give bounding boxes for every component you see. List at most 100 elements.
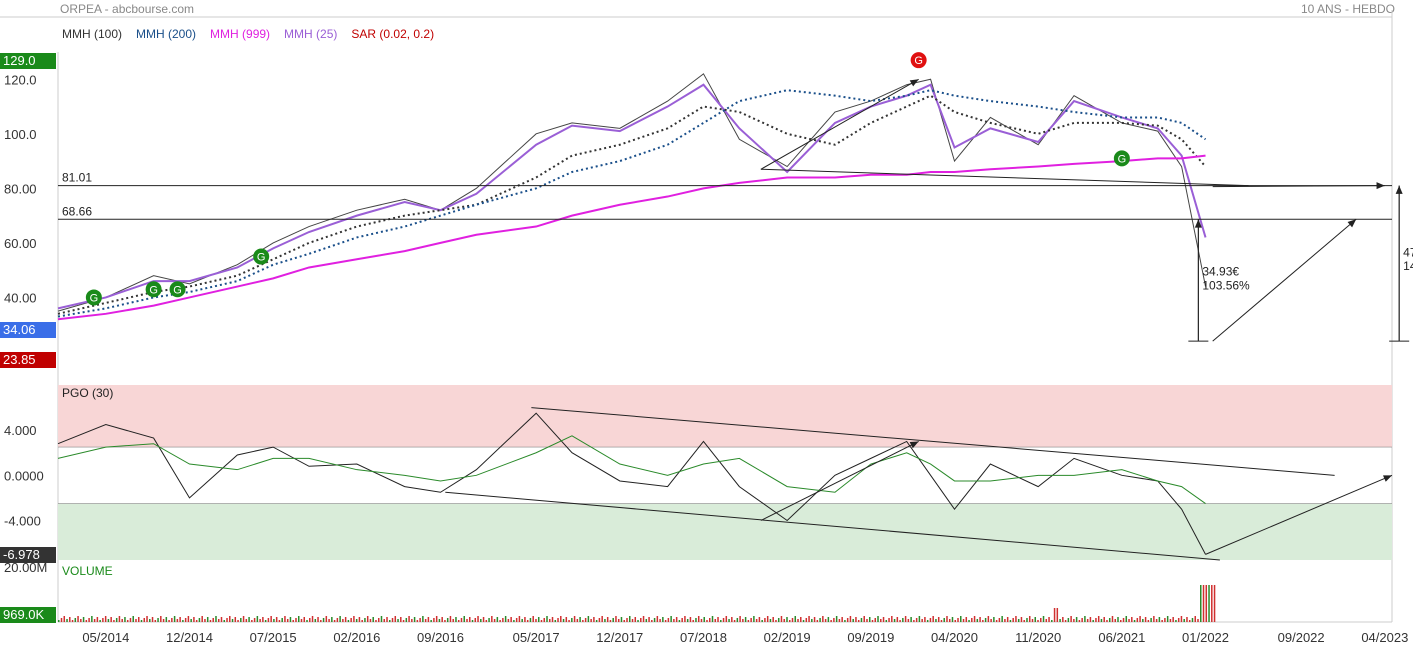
- volume-bar: [788, 620, 791, 622]
- measure-value: 47.64€: [1403, 246, 1413, 260]
- volume-bar: [471, 620, 474, 622]
- volume-bar: [800, 617, 802, 622]
- volume-bar: [201, 616, 203, 622]
- volume-bar: [1183, 619, 1185, 622]
- volume-bar: [549, 619, 551, 622]
- volume-bar: [664, 620, 667, 622]
- volume-bar: [162, 619, 165, 622]
- volume-bar: [990, 619, 992, 622]
- volume-bar: [907, 619, 910, 622]
- pgo-projection-arrow-head: [1383, 475, 1392, 482]
- volume-bar: [573, 616, 576, 622]
- volume-bar: [576, 619, 579, 622]
- volume-bar: [1211, 585, 1213, 622]
- volume-bar: [535, 619, 537, 622]
- volume-bar: [140, 620, 143, 622]
- volume-bar: [521, 619, 523, 622]
- overbought-zone: [58, 385, 1392, 448]
- volume-bar: [314, 619, 317, 622]
- volume-bar: [63, 616, 66, 622]
- volume-bar: [846, 618, 849, 622]
- volume-bar: [1111, 616, 1114, 622]
- legend-item-2[interactable]: MMH (999): [210, 27, 271, 41]
- period-label[interactable]: 10 ANS - HEBDO: [1300, 2, 1395, 16]
- volume-bar: [1078, 620, 1081, 622]
- volume-bar: [463, 616, 465, 622]
- volume-bar: [457, 620, 460, 622]
- volume-bar: [645, 619, 648, 622]
- volume-bar: [1144, 617, 1147, 622]
- measure-arrow-head: [1194, 219, 1202, 228]
- volume-bar: [424, 619, 427, 622]
- volume-bar: [929, 618, 932, 622]
- volume-bar: [537, 617, 540, 622]
- volume-bar: [220, 617, 223, 622]
- volume-bar: [962, 619, 965, 622]
- volume-bar: [413, 617, 416, 622]
- volume-bar: [482, 617, 485, 622]
- volume-bar: [1202, 585, 1205, 622]
- volume-bar: [369, 619, 372, 622]
- volume-bar: [1177, 618, 1180, 622]
- legend-item-1[interactable]: MMH (200): [136, 27, 197, 41]
- volume-bar: [96, 617, 99, 622]
- volume-bar: [1128, 619, 1130, 622]
- volume-bar: [1045, 619, 1048, 622]
- volume-bar: [526, 620, 529, 622]
- volume-bar: [118, 616, 121, 622]
- volume-bar: [1147, 620, 1150, 622]
- volume-bar: [146, 616, 148, 622]
- volume-bar: [937, 617, 940, 622]
- volume-bar: [662, 617, 664, 622]
- signal-label: G: [90, 292, 99, 304]
- volume-bar: [571, 618, 573, 622]
- chart-title: ORPEA - abcbourse.com: [60, 2, 195, 16]
- signal-label: G: [257, 252, 266, 264]
- volume-bar: [449, 616, 452, 622]
- volume-bar: [85, 620, 88, 622]
- volume-bar: [620, 617, 623, 622]
- volume-bar: [433, 618, 435, 622]
- volume-bar: [474, 618, 477, 622]
- volume-bar: [303, 617, 306, 622]
- x-tick-label: 07/2015: [250, 630, 297, 645]
- legend-item-3[interactable]: MMH (25): [284, 27, 338, 41]
- volume-bar: [364, 618, 366, 622]
- volume-bar: [358, 617, 361, 622]
- volume-bar: [675, 617, 678, 622]
- volume-bar: [286, 619, 289, 622]
- volume-bar: [408, 616, 410, 622]
- volume-bar: [295, 618, 297, 622]
- volume-bar: [902, 618, 904, 622]
- legend-item-0[interactable]: MMH (100): [62, 27, 123, 41]
- volume-bar: [753, 616, 755, 622]
- volume-bar: [717, 617, 719, 622]
- volume-bar: [1084, 616, 1086, 622]
- volume-bar: [1169, 619, 1172, 622]
- projection-arrow: [1212, 218, 1357, 342]
- volume-max-label: 20.00M: [4, 560, 47, 575]
- volume-bar: [397, 619, 399, 622]
- volume-bar: [882, 617, 885, 622]
- volume-bar: [1001, 616, 1003, 622]
- x-tick-label: 11/2020: [1015, 630, 1061, 645]
- volume-bar: [932, 616, 934, 622]
- volume-bar: [866, 619, 868, 622]
- volume-bar: [653, 618, 656, 622]
- volume-bar: [99, 620, 101, 622]
- legend-item-4[interactable]: SAR (0.02, 0.2): [351, 27, 435, 41]
- pgo-channel-bottom: [445, 491, 1220, 561]
- volume-bar: [731, 617, 733, 622]
- volume-bar: [496, 617, 499, 622]
- x-tick-label: 12/2017: [596, 630, 643, 645]
- x-tick-label: 04/2023: [1361, 630, 1408, 645]
- volume-bar: [264, 620, 267, 622]
- volume-bar: [841, 617, 843, 622]
- series-close: [57, 73, 1207, 312]
- y-tick-label: 60.00: [4, 236, 37, 251]
- projection-arrow-head: [1376, 182, 1385, 190]
- volume-bar: [74, 618, 77, 622]
- measure-arrow-head: [1395, 185, 1403, 194]
- volume-bar: [411, 619, 413, 622]
